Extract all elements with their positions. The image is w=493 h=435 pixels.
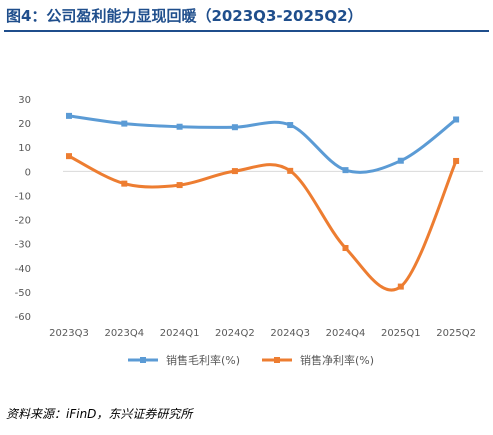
series-2-point	[176, 182, 183, 189]
series-1-point	[397, 157, 404, 164]
y-tick-label: -60	[15, 312, 31, 323]
x-tick-label: 2024Q4	[326, 328, 366, 339]
title-rule	[4, 30, 489, 32]
y-tick-label: 30	[18, 95, 31, 106]
x-tick-label: 2025Q2	[436, 328, 476, 339]
y-tick-label: 10	[18, 143, 31, 154]
series-2-point	[121, 180, 128, 187]
figure-title: 图4：公司盈利能力显现回暖（2023Q3-2025Q2）	[6, 7, 363, 25]
series-1-point	[121, 120, 128, 127]
x-tick-label: 2024Q2	[215, 328, 255, 339]
series-2-point	[287, 167, 294, 174]
series-2-point	[453, 157, 460, 164]
series-1-point	[231, 124, 238, 131]
series-2-point	[231, 168, 238, 175]
x-tick-label: 2024Q3	[270, 328, 310, 339]
series-line-2	[67, 154, 458, 292]
legend-marker-1	[140, 357, 146, 363]
series-1-point	[342, 167, 349, 174]
x-tick-label: 2023Q4	[104, 328, 144, 339]
y-tick-label: -40	[15, 264, 31, 275]
x-tick-label: 2024Q1	[160, 328, 200, 339]
series-1-point	[287, 122, 294, 129]
legend-label-1: 销售毛利率(%)	[166, 353, 240, 367]
y-tick-label: -50	[15, 288, 31, 299]
series-1-point	[176, 123, 183, 130]
y-tick-label: 0	[25, 167, 31, 178]
legend-label-2: 销售净利率(%)	[300, 353, 374, 367]
y-tick-label: 20	[18, 119, 31, 130]
legend-marker-2	[274, 357, 280, 363]
y-tick-label: -10	[15, 191, 31, 202]
x-tick-label: 2025Q1	[381, 328, 421, 339]
series-2-point	[342, 245, 349, 252]
chart-svg: 30 20 10 0 -10 -20 -30 -40 -50 -60 2023Q3 2023Q4 202…	[15, 95, 483, 367]
series-2-point	[397, 283, 404, 290]
series-2-point	[66, 153, 72, 160]
y-tick-label: -20	[15, 216, 31, 227]
series-1-point	[66, 112, 72, 119]
series-1-point	[453, 116, 460, 123]
y-tick-label: -30	[15, 240, 31, 251]
source-note: 资料来源：iFinD，东兴证券研究所	[6, 407, 193, 421]
x-tick-label: 2023Q3	[49, 328, 89, 339]
